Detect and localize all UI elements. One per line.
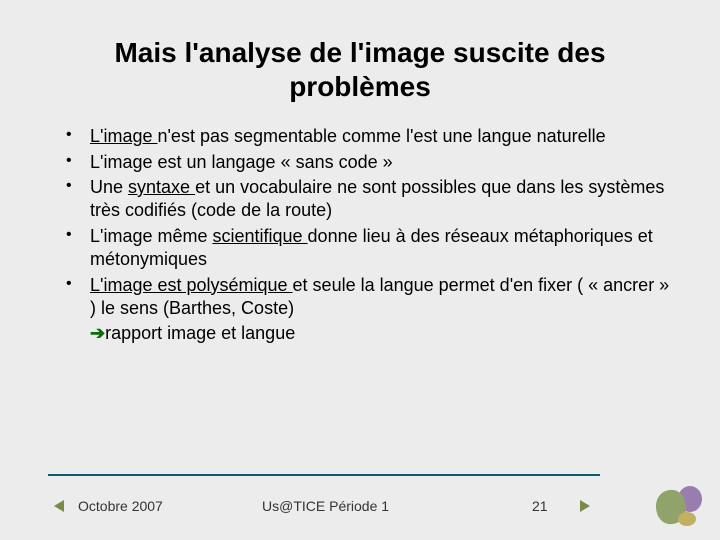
bullet-text: n'est pas segmentable comme l'est une la… [157,126,605,146]
bullet-text: Une [90,177,128,197]
underlined-text: syntaxe [128,177,195,197]
bullet-list: L'image n'est pas segmentable comme l'es… [48,125,672,320]
list-item: Une syntaxe et un vocabulaire ne sont po… [66,176,672,223]
bullet-text: L'image est un langage « sans code » [90,152,393,172]
bullet-text: L'image même [90,226,212,246]
list-item: L'image n'est pas segmentable comme l'es… [66,125,672,148]
arrow-line: ➔rapport image et langue [48,322,672,345]
footer-date: Octobre 2007 [78,498,163,514]
underlined-text: scientifique [212,226,307,246]
slide: Mais l'analyse de l'image suscite des pr… [0,0,720,540]
arrow-text: rapport image et langue [105,323,295,343]
list-item: L'image même scientifique donne lieu à d… [66,225,672,272]
list-item: L'image est polysémique et seule la lang… [66,274,672,321]
footer: Octobre 2007 Us@TICE Période 1 21 [0,484,720,514]
slide-title: Mais l'analyse de l'image suscite des pr… [48,36,672,103]
underlined-text: L'image [90,126,157,146]
arrow-icon: ➔ [90,323,105,343]
footer-rule [48,474,600,476]
footer-center: Us@TICE Période 1 [262,498,389,514]
footer-page-number: 21 [532,498,548,514]
list-item: L'image est un langage « sans code » [66,151,672,174]
decorative-corner-icon [650,484,706,532]
underlined-text: L'image est polysémique [90,275,293,295]
